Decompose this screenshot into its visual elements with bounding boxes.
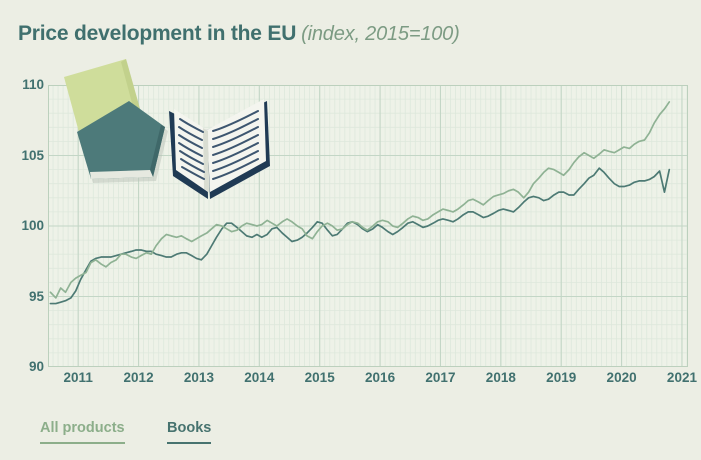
x-axis-tick-label: 2017 bbox=[425, 370, 456, 385]
y-axis: 90 95 100 105 110 bbox=[0, 78, 44, 373]
x-axis-tick-label: 2011 bbox=[63, 370, 93, 385]
data-series-group bbox=[49, 101, 671, 305]
legend: All products Books bbox=[40, 419, 249, 449]
y-axis-tick-label: 105 bbox=[21, 147, 44, 163]
x-axis-tick-label: 2021 bbox=[666, 370, 697, 385]
line-chart-svg bbox=[48, 85, 688, 367]
x-axis-tick-label: 2018 bbox=[485, 370, 516, 385]
title-main-text: Price development in the EU bbox=[18, 22, 297, 45]
title-subtitle-text: (index, 2015=100) bbox=[301, 23, 460, 45]
x-axis-tick-label: 2016 bbox=[365, 370, 396, 385]
x-axis-tick-label: 2014 bbox=[244, 370, 275, 385]
legend-item-all-products[interactable]: All products bbox=[40, 419, 125, 445]
y-axis-tick-label: 110 bbox=[22, 77, 44, 92]
chart-plot-area bbox=[48, 85, 688, 367]
x-axis-tick-label: 2013 bbox=[183, 370, 214, 385]
x-axis-tick-label: 2020 bbox=[606, 370, 637, 385]
y-axis-tick-label: 95 bbox=[28, 288, 44, 304]
y-axis-tick-label: 100 bbox=[21, 218, 44, 233]
x-axis-tick-label: 2015 bbox=[304, 370, 335, 385]
x-axis: 2011 2012 2013 2014 2015 2016 2017 2018 2019 2020… bbox=[48, 370, 697, 393]
plot-border bbox=[48, 85, 688, 367]
page-title: Price development in the EU (index, 2015=… bbox=[18, 22, 678, 52]
x-axis-tick-label: 2019 bbox=[546, 370, 577, 385]
x-axis-tick-label: 2012 bbox=[123, 370, 154, 385]
y-axis-tick-label: 90 bbox=[28, 359, 44, 374]
legend-item-books[interactable]: Books bbox=[167, 419, 212, 445]
